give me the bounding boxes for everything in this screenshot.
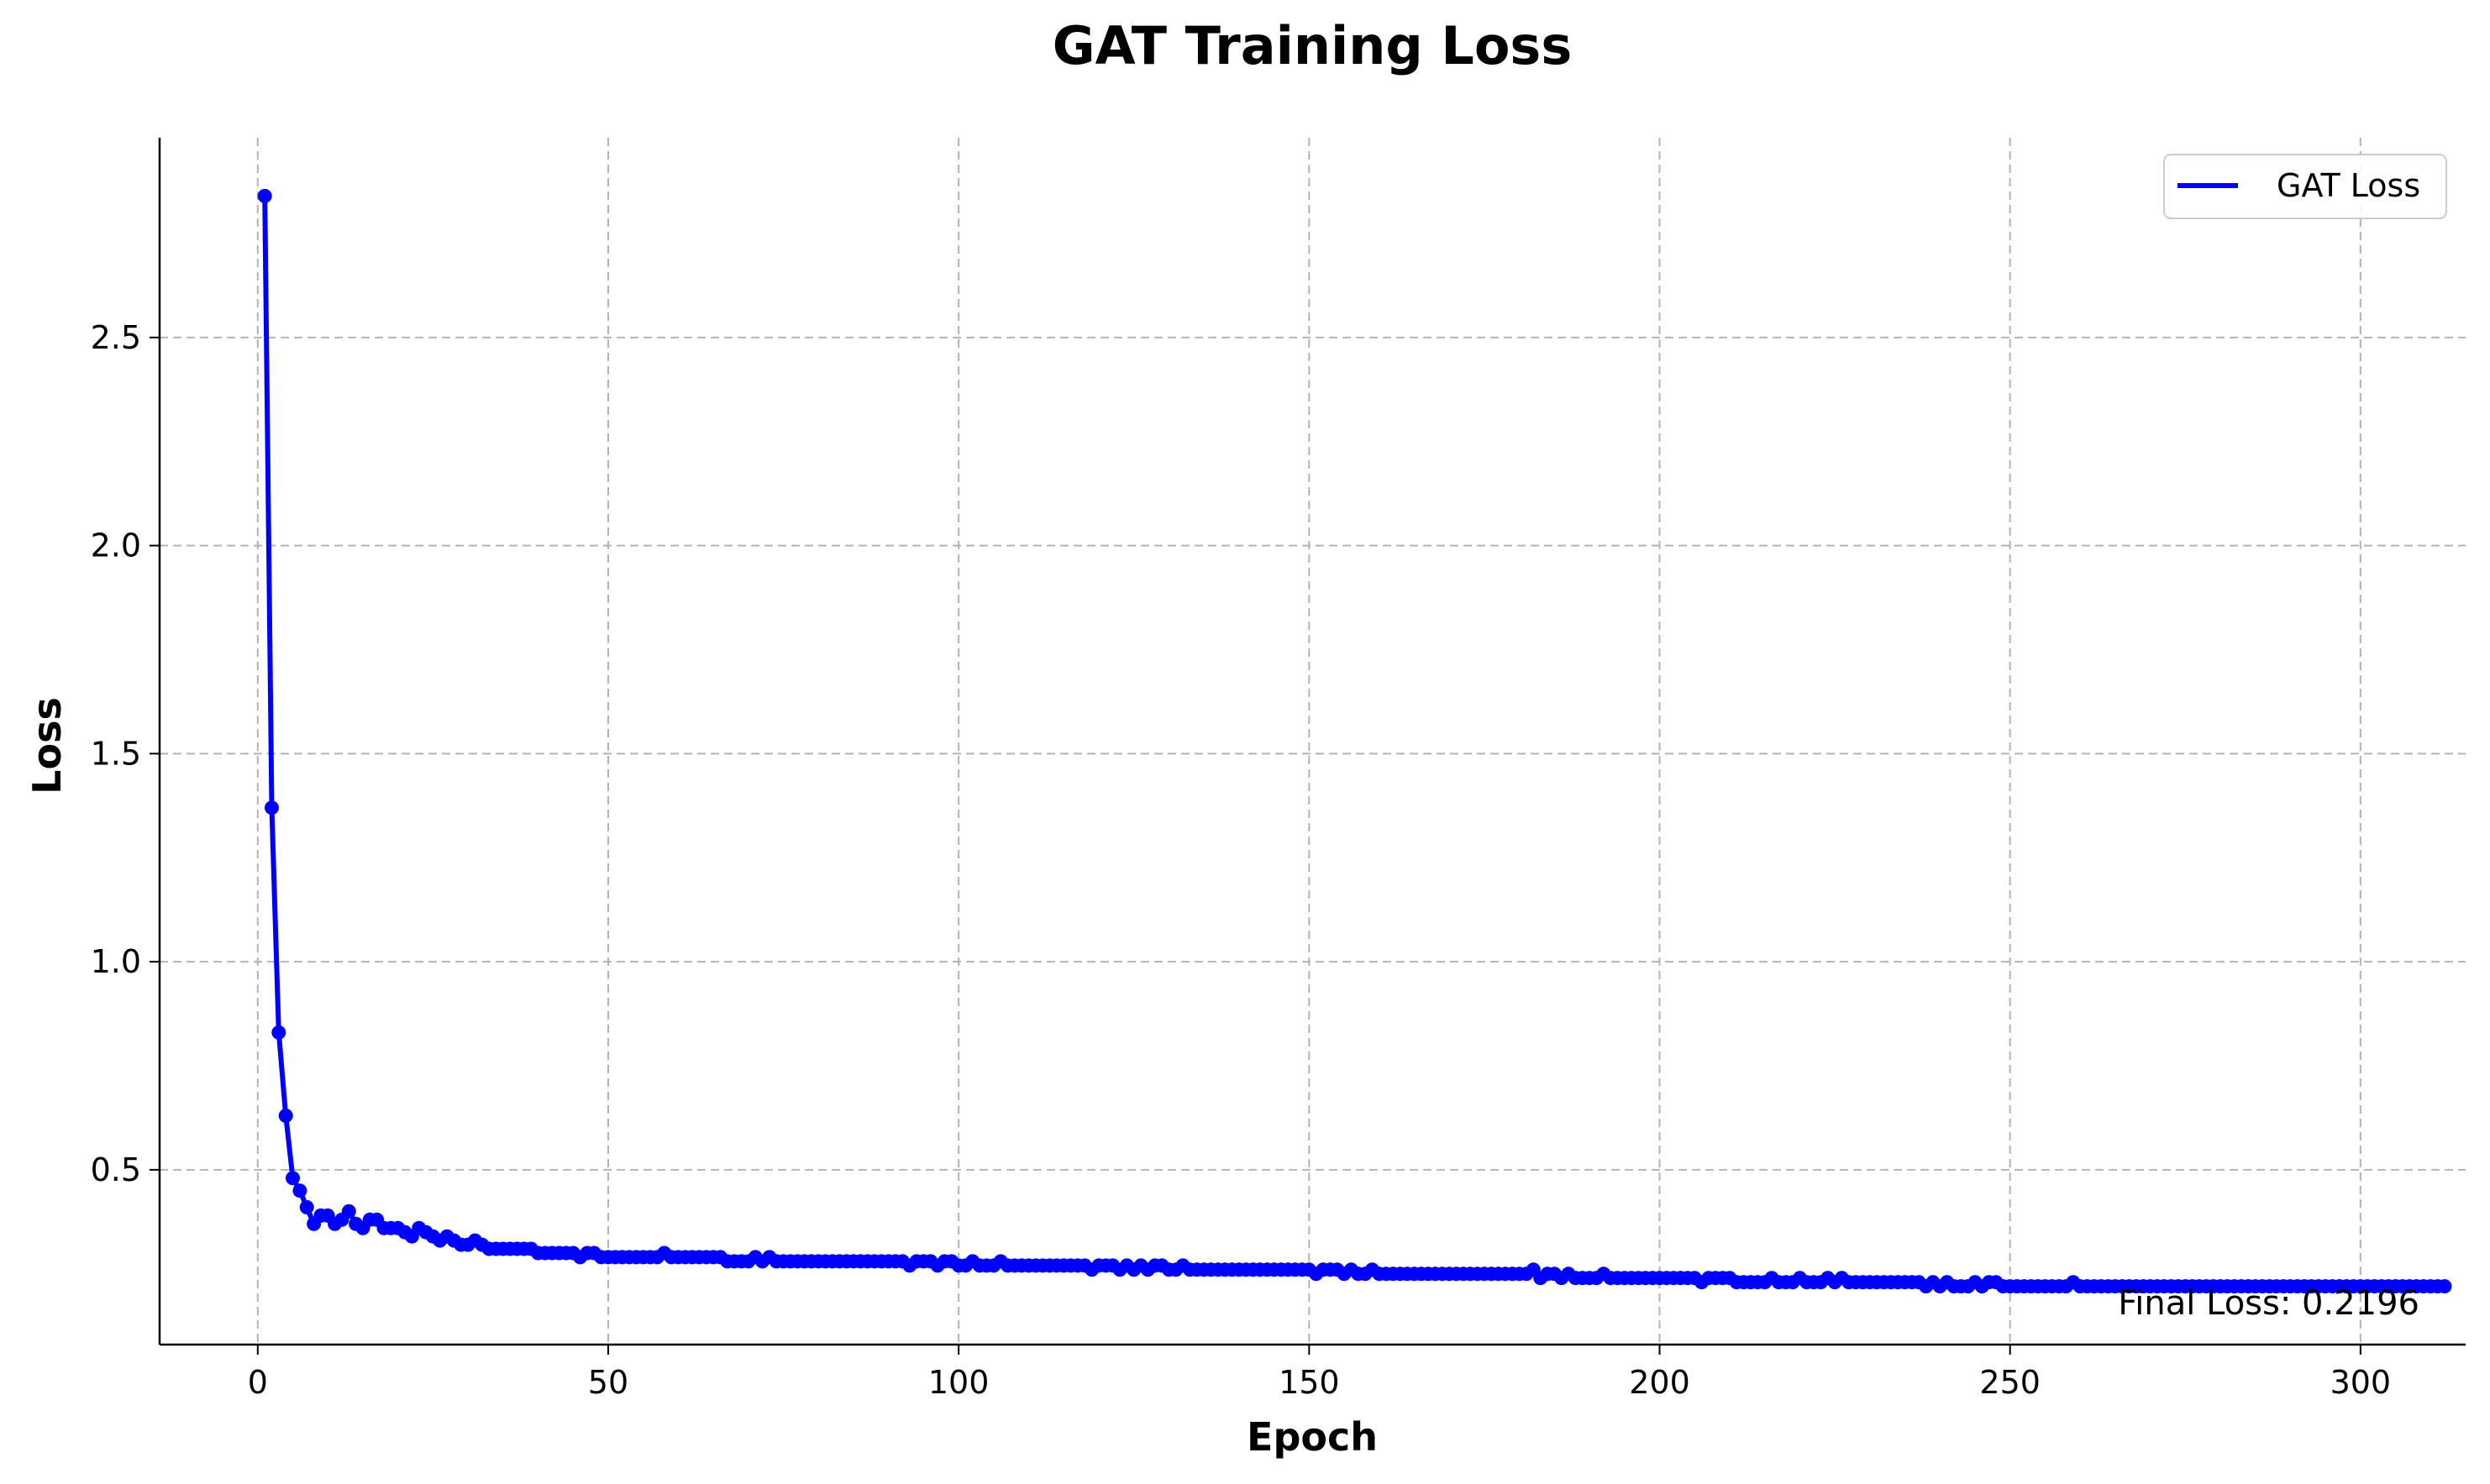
data-point	[265, 800, 279, 815]
y-axis-label: Loss	[24, 697, 70, 794]
data-point	[2437, 1279, 2452, 1294]
final-loss-annotation: Final Loss: 0.2196	[2118, 1284, 2419, 1323]
data-point	[278, 1109, 293, 1123]
chart-title: GAT Training Loss	[1053, 15, 1573, 76]
y-tick-label: 1.5	[91, 735, 141, 772]
x-tick-label: 150	[1279, 1364, 1340, 1401]
x-axis-label: Epoch	[1247, 1414, 1378, 1460]
series-line-gat-loss	[262, 196, 2445, 1289]
grid	[160, 138, 2466, 1345]
y-tick-label: 2.0	[91, 527, 141, 564]
y-tick-label: 2.5	[91, 319, 141, 356]
x-ticks: 0 50 100 150 200 250 300	[248, 1345, 2391, 1401]
y-tick-label: 0.5	[91, 1151, 141, 1188]
x-tick-label: 250	[1979, 1364, 2041, 1401]
data-point	[257, 188, 272, 203]
data-point	[271, 1025, 286, 1040]
y-ticks: 0.5 1.0 1.5 2.0 2.5	[91, 319, 160, 1188]
x-tick-label: 50	[588, 1364, 628, 1401]
series-layer	[257, 188, 2452, 1294]
legend-box	[2163, 154, 2447, 219]
x-tick-label: 200	[1629, 1364, 1690, 1401]
legend-label-gat-loss: GAT Loss	[2277, 167, 2420, 204]
data-point	[341, 1203, 356, 1219]
axes	[158, 138, 2466, 1346]
y-tick-label: 1.0	[91, 943, 141, 980]
data-point	[292, 1183, 307, 1198]
x-tick-label: 300	[2330, 1364, 2392, 1401]
x-tick-label: 100	[928, 1364, 990, 1401]
x-tick-label: 0	[248, 1364, 268, 1401]
legend: GAT Loss	[2163, 154, 2447, 219]
data-point	[286, 1171, 300, 1186]
data-point	[299, 1200, 314, 1214]
